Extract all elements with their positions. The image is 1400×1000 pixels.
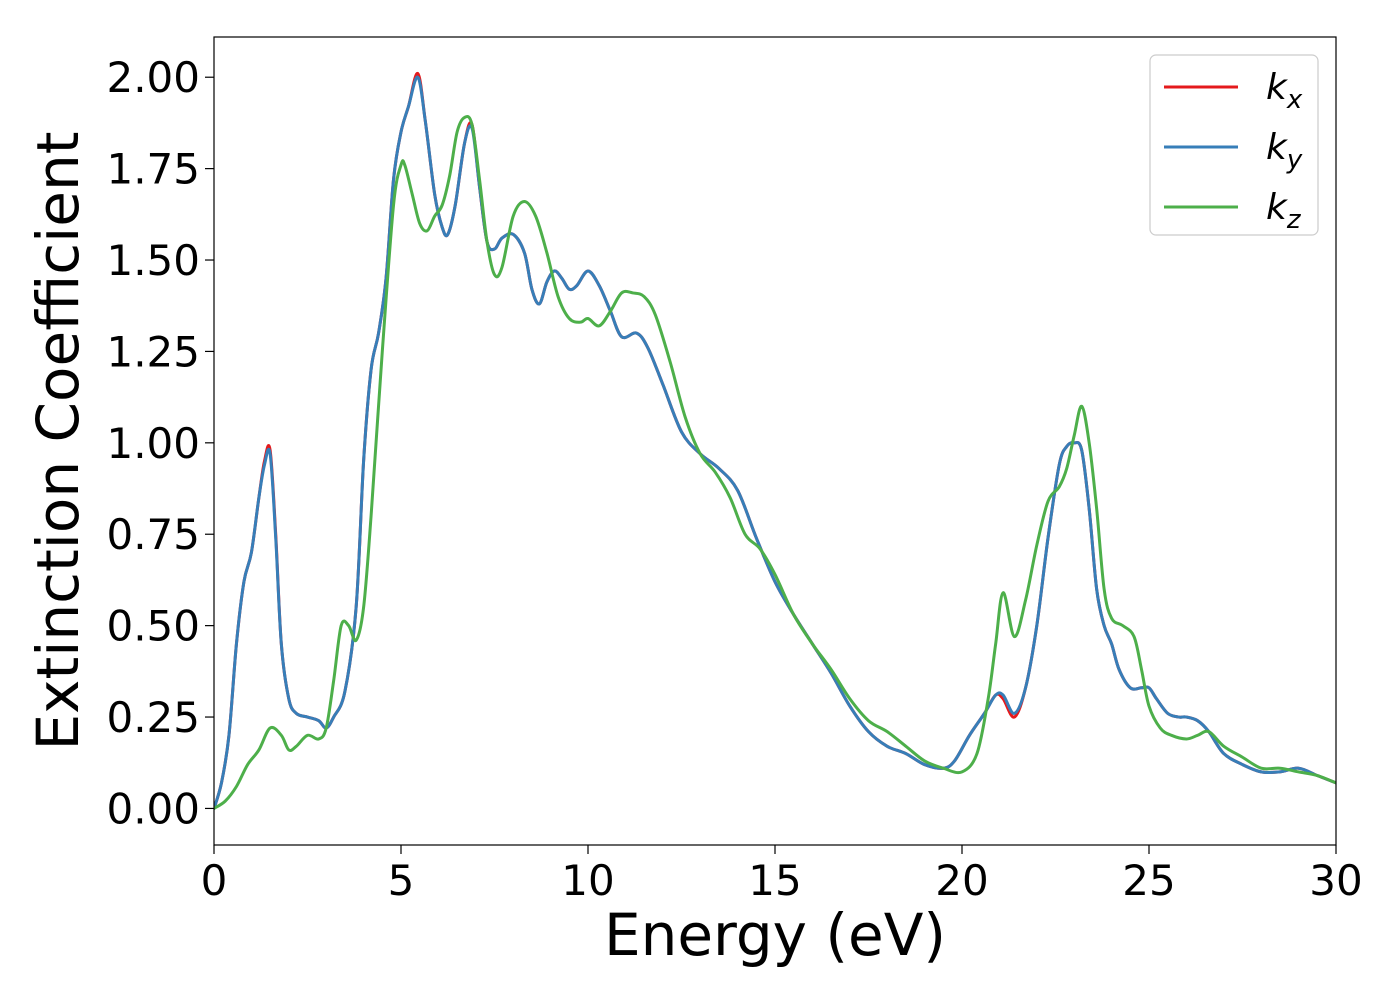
y-tick-label: 0.25 [106, 693, 200, 742]
x-tick-label: 20 [935, 856, 988, 905]
y-tick-label: 0.50 [106, 602, 200, 651]
x-tick-label: 5 [388, 856, 415, 905]
x-axis-ticks: 0 5 10 15 20 25 30 [201, 845, 1363, 905]
legend-label: kz [1266, 187, 1302, 235]
legend-label: kx [1266, 67, 1303, 115]
legend-entry-kx: kx [1164, 67, 1303, 115]
y-tick-label: 1.75 [106, 145, 200, 194]
legend-entry-kz: kz [1164, 187, 1302, 235]
y-tick-label: 1.00 [106, 419, 200, 468]
series-line-kz [214, 114, 1336, 810]
y-tick-label: 1.25 [106, 327, 200, 376]
x-tick-label: 15 [748, 856, 801, 905]
y-tick-label: 2.00 [106, 53, 200, 102]
x-axis-label: Energy (eV) [604, 901, 946, 969]
y-tick-label: 0.00 [106, 784, 200, 833]
legend-box [1149, 54, 1319, 236]
legend-label: ky [1266, 127, 1303, 175]
series-layer [214, 72, 1336, 810]
y-tick-label: 1.50 [106, 236, 200, 285]
legend: kx ky kz [1149, 54, 1319, 236]
x-tick-label: 10 [561, 856, 614, 905]
series-line-ky [214, 75, 1336, 810]
y-axis-label: Extinction Coefficient [24, 132, 92, 751]
y-tick-label: 0.75 [106, 510, 200, 559]
y-axis-ticks: 0.00 0.25 0.50 0.75 1.00 1.25 1.50 1.75 2.00 [106, 53, 214, 833]
x-tick-label: 30 [1309, 856, 1362, 905]
x-tick-label: 0 [201, 856, 228, 905]
legend-entry-ky: ky [1164, 127, 1303, 175]
x-tick-label: 25 [1122, 856, 1175, 905]
